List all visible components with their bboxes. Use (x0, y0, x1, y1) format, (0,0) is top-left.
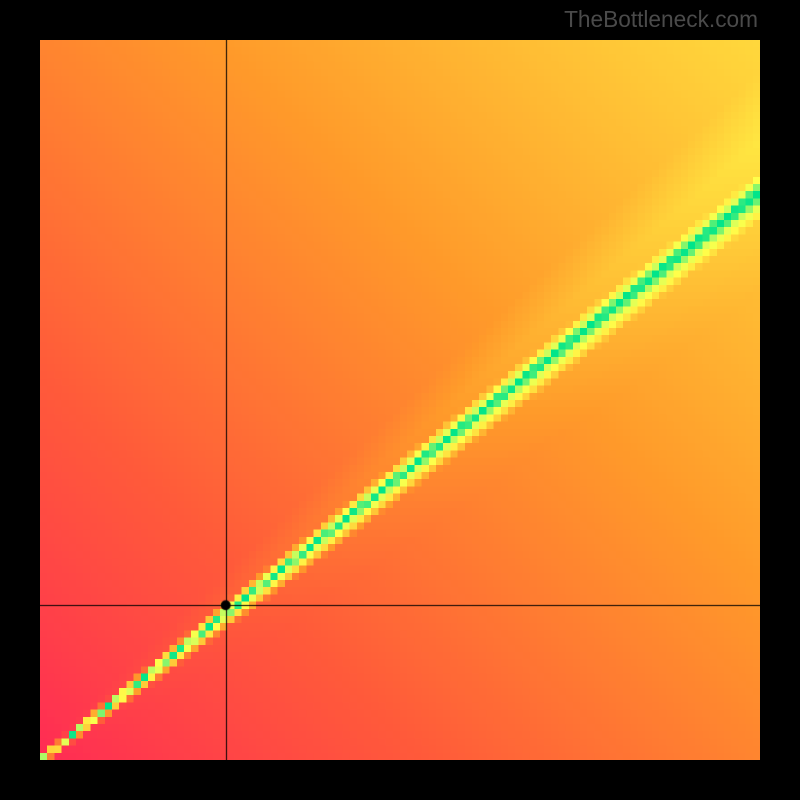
crosshair-overlay (40, 40, 760, 760)
attribution-label: TheBottleneck.com (564, 6, 758, 33)
chart-container: TheBottleneck.com (0, 0, 800, 800)
